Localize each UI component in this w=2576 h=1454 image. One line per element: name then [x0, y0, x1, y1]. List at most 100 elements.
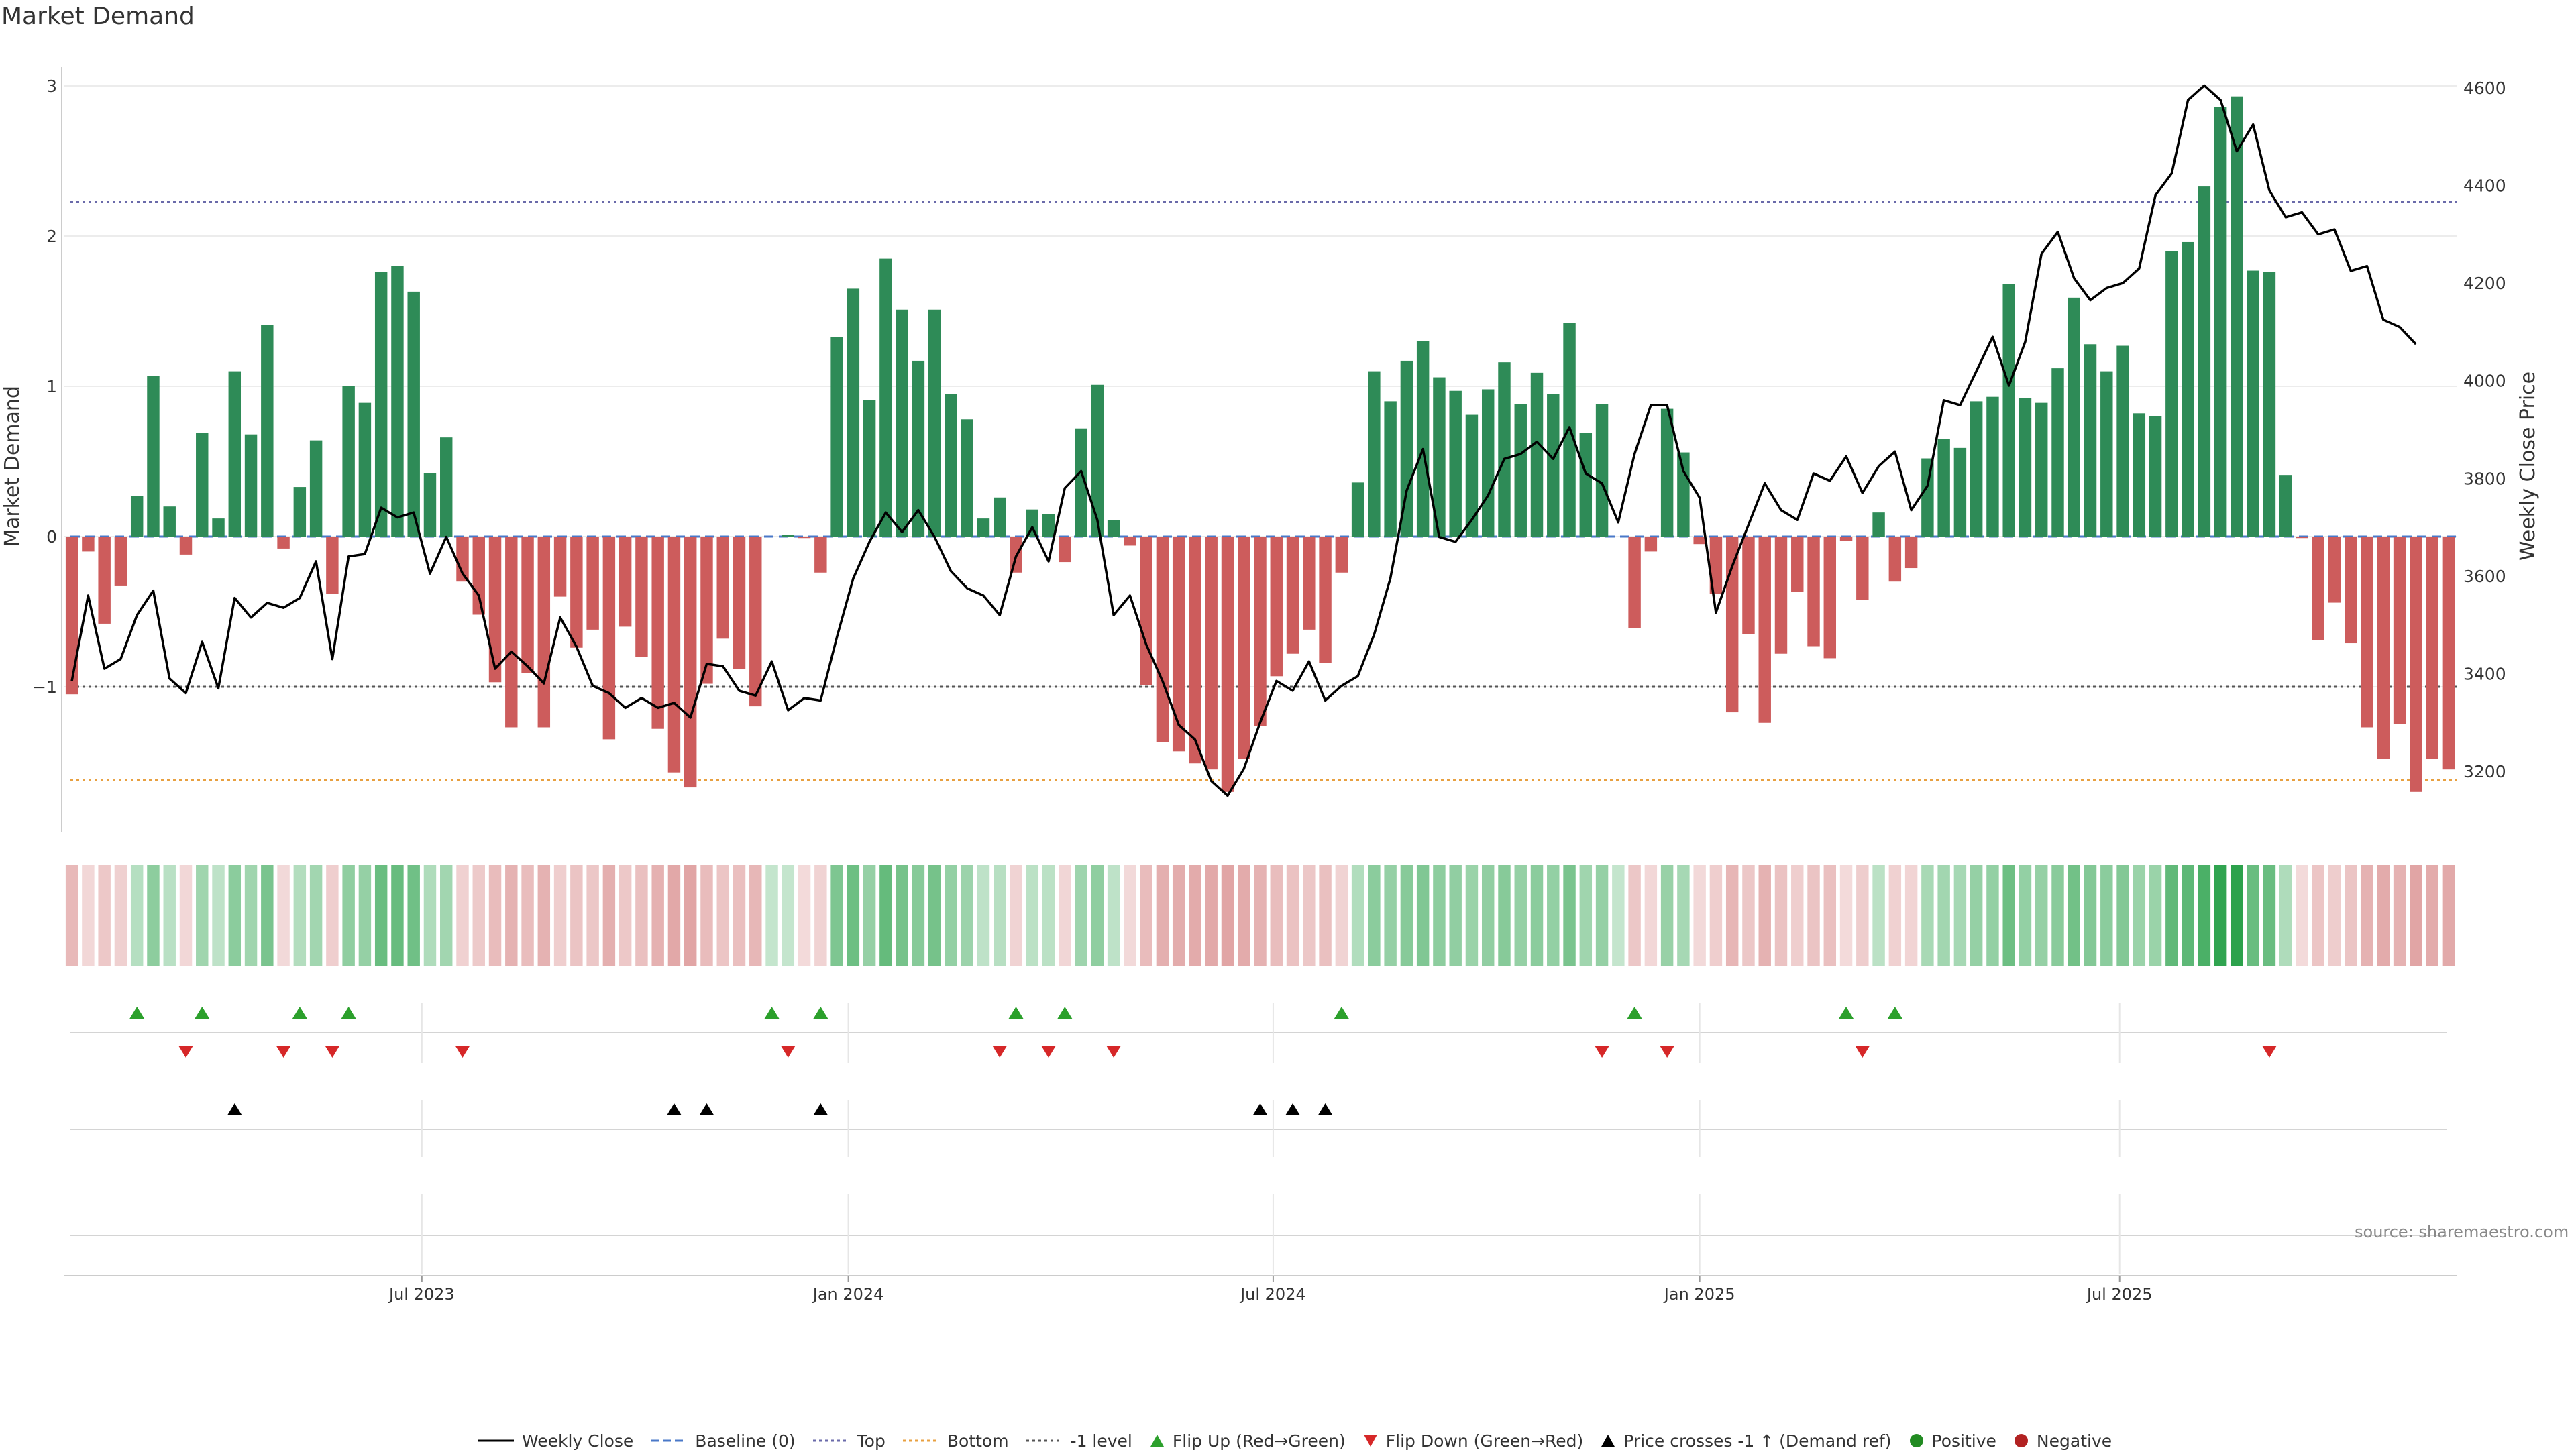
demand-bar: [1839, 537, 1853, 541]
demand-bar: [1319, 537, 1332, 663]
heat-cell: [407, 865, 420, 966]
heat-cell: [130, 865, 144, 966]
demand-bar: [2084, 344, 2097, 537]
flip-up-marker: [1334, 1007, 1349, 1019]
heat-cell: [1270, 865, 1283, 966]
heat-cell: [1205, 865, 1218, 966]
y-tick-left: 0: [46, 527, 57, 547]
heat-cell: [1514, 865, 1527, 966]
flip-down-marker: [455, 1046, 470, 1058]
demand-bar: [2296, 537, 2308, 539]
x-tick-label: Jul 2023: [388, 1285, 455, 1304]
demand-bar: [196, 433, 209, 537]
heat-cell: [1238, 865, 1250, 966]
demand-bar: [2068, 297, 2080, 537]
heat-cell: [2361, 865, 2373, 966]
heat-cell: [2002, 865, 2015, 966]
x-tick-label: Jan 2024: [812, 1285, 884, 1304]
heat-cell: [765, 865, 778, 966]
heat-cell: [782, 865, 795, 966]
heat-cell: [830, 865, 843, 966]
demand-bar: [440, 437, 453, 537]
demand-bar: [994, 497, 1006, 537]
flip-down-marker: [992, 1046, 1008, 1058]
demand-bar: [1303, 537, 1316, 630]
flip-up-marker: [1008, 1007, 1024, 1019]
demand-bar: [667, 537, 681, 773]
triangle-up-icon: [1150, 1435, 1164, 1447]
heat-cell: [1677, 865, 1690, 966]
legend-item: Flip Down (Green→Red): [1362, 1431, 1583, 1451]
heat-cell: [1986, 865, 1999, 966]
heat-cell: [358, 865, 372, 966]
heat-cell: [2068, 865, 2080, 966]
flip-down-marker: [1106, 1046, 1122, 1058]
heat-cell: [423, 865, 437, 966]
demand-bar: [2247, 270, 2259, 537]
demand-bar: [1628, 537, 1641, 628]
heat-cell: [1319, 865, 1332, 966]
heat-cell: [228, 865, 241, 966]
heat-cell: [651, 865, 664, 966]
heat-cell: [1498, 865, 1511, 966]
demand-bar: [65, 537, 78, 695]
heat-cell: [912, 865, 925, 966]
heat-cell: [619, 865, 632, 966]
flip-up-marker: [764, 1007, 780, 1019]
demand-bar: [423, 473, 437, 537]
heat-cell: [1351, 865, 1364, 966]
demand-bar: [1270, 537, 1283, 677]
flip-down-marker: [1041, 1046, 1057, 1058]
heat-cell: [82, 865, 95, 966]
flip-down-marker: [2261, 1046, 2277, 1058]
heat-cell: [2296, 865, 2308, 966]
heat-cell: [114, 865, 127, 966]
legend-item: Positive: [1908, 1431, 1996, 1451]
heat-cell: [374, 865, 388, 966]
demand-bar: [293, 487, 307, 537]
heat-cell: [212, 865, 225, 966]
heat-cell: [2149, 865, 2162, 966]
heat-cell: [1970, 865, 1983, 966]
demand-bar: [1124, 537, 1136, 546]
dot-line-icon: [1026, 1439, 1063, 1442]
demand-bar: [928, 309, 941, 537]
demand-bar: [1986, 396, 1999, 537]
demand-bar: [716, 537, 729, 639]
flip-down-marker: [178, 1046, 193, 1058]
demand-bar: [1416, 341, 1430, 537]
heat-cell: [293, 865, 307, 966]
demand-bar: [1725, 537, 1739, 713]
demand-bar: [798, 537, 811, 539]
y-tick-right: 4600: [2463, 78, 2506, 98]
demand-bar: [2002, 284, 2015, 537]
legend-label: Bottom: [947, 1431, 1009, 1451]
heat-cell: [1693, 865, 1706, 966]
heat-cell: [602, 865, 616, 966]
demand-bar: [277, 537, 290, 549]
demand-bar: [1481, 389, 1495, 537]
y-tick-left: 2: [46, 227, 57, 246]
heat-cell: [440, 865, 453, 966]
heat-cell: [1010, 865, 1022, 966]
x-tick-label: Jul 2024: [1239, 1285, 1306, 1304]
demand-bar: [2345, 537, 2357, 644]
demand-bar: [1205, 537, 1218, 770]
demand-bar: [2442, 537, 2455, 770]
flip-up-marker: [813, 1007, 828, 1019]
heat-cell: [570, 865, 583, 966]
dot-line-icon: [812, 1439, 849, 1442]
heat-cell: [179, 865, 193, 966]
flip-up-marker: [1887, 1007, 1902, 1019]
heat-cell: [472, 865, 485, 966]
demand-bar: [1758, 537, 1771, 723]
demand-bar: [521, 537, 534, 673]
x-tick-label: Jul 2025: [2086, 1285, 2153, 1304]
legend-label: Top: [857, 1431, 885, 1451]
demand-bar: [553, 537, 567, 597]
demand-bar: [1368, 371, 1381, 537]
price-cross-marker: [1318, 1103, 1333, 1115]
demand-bar: [2312, 537, 2324, 640]
demand-bar: [374, 272, 388, 537]
heat-cell: [1758, 865, 1771, 966]
